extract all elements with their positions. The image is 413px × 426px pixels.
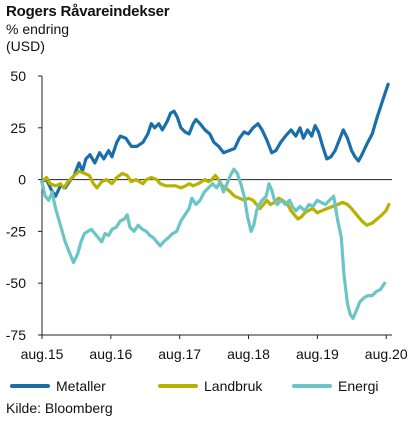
legend-item-metaller: Metaller: [10, 378, 106, 394]
source-note: Kilde: Bloomberg: [6, 400, 113, 416]
legend-swatch-metaller: [10, 384, 50, 388]
y-tick-label: 50: [10, 68, 26, 84]
chart-subtitle: % endring (USD): [6, 21, 69, 55]
legend-item-energi: Energi: [292, 378, 378, 394]
x-tick-label: aug.20: [365, 346, 408, 362]
y-tick-label: -50: [6, 275, 26, 291]
chart-legend: Metaller Landbruk Energi: [0, 378, 413, 398]
y-tick-label: -75: [6, 327, 26, 343]
series-line-metaller: [40, 82, 390, 198]
legend-label-landbruk: Landbruk: [204, 378, 263, 394]
chart-title: Rogers Råvareindekser: [6, 3, 170, 20]
x-tick-label: aug.17: [158, 346, 201, 362]
legend-swatch-landbruk: [158, 384, 198, 388]
legend-label-energi: Energi: [338, 378, 379, 394]
subtitle-currency: (USD): [6, 38, 45, 54]
x-tick-label: aug.19: [296, 346, 339, 362]
subtitle-unit: % endring: [6, 21, 70, 37]
y-tick-label: 25: [10, 120, 26, 136]
y-tick-label: 0: [18, 172, 26, 188]
y-tick-label: -25: [6, 223, 26, 239]
series-line-energi: [40, 167, 387, 320]
legend-item-landbruk: Landbruk: [158, 378, 262, 394]
x-tick-label: aug.18: [227, 346, 270, 362]
series-layer: [40, 82, 391, 320]
x-tick-label: aug.16: [89, 346, 132, 362]
x-tick-label: aug.15: [21, 346, 64, 362]
axis-layer: 50 25 0 -25 -50 -75 aug.15 aug.16 aug.17 aug.18 au…: [6, 68, 408, 362]
legend-label-metaller: Metaller: [56, 378, 106, 394]
legend-swatch-energi: [292, 384, 332, 388]
